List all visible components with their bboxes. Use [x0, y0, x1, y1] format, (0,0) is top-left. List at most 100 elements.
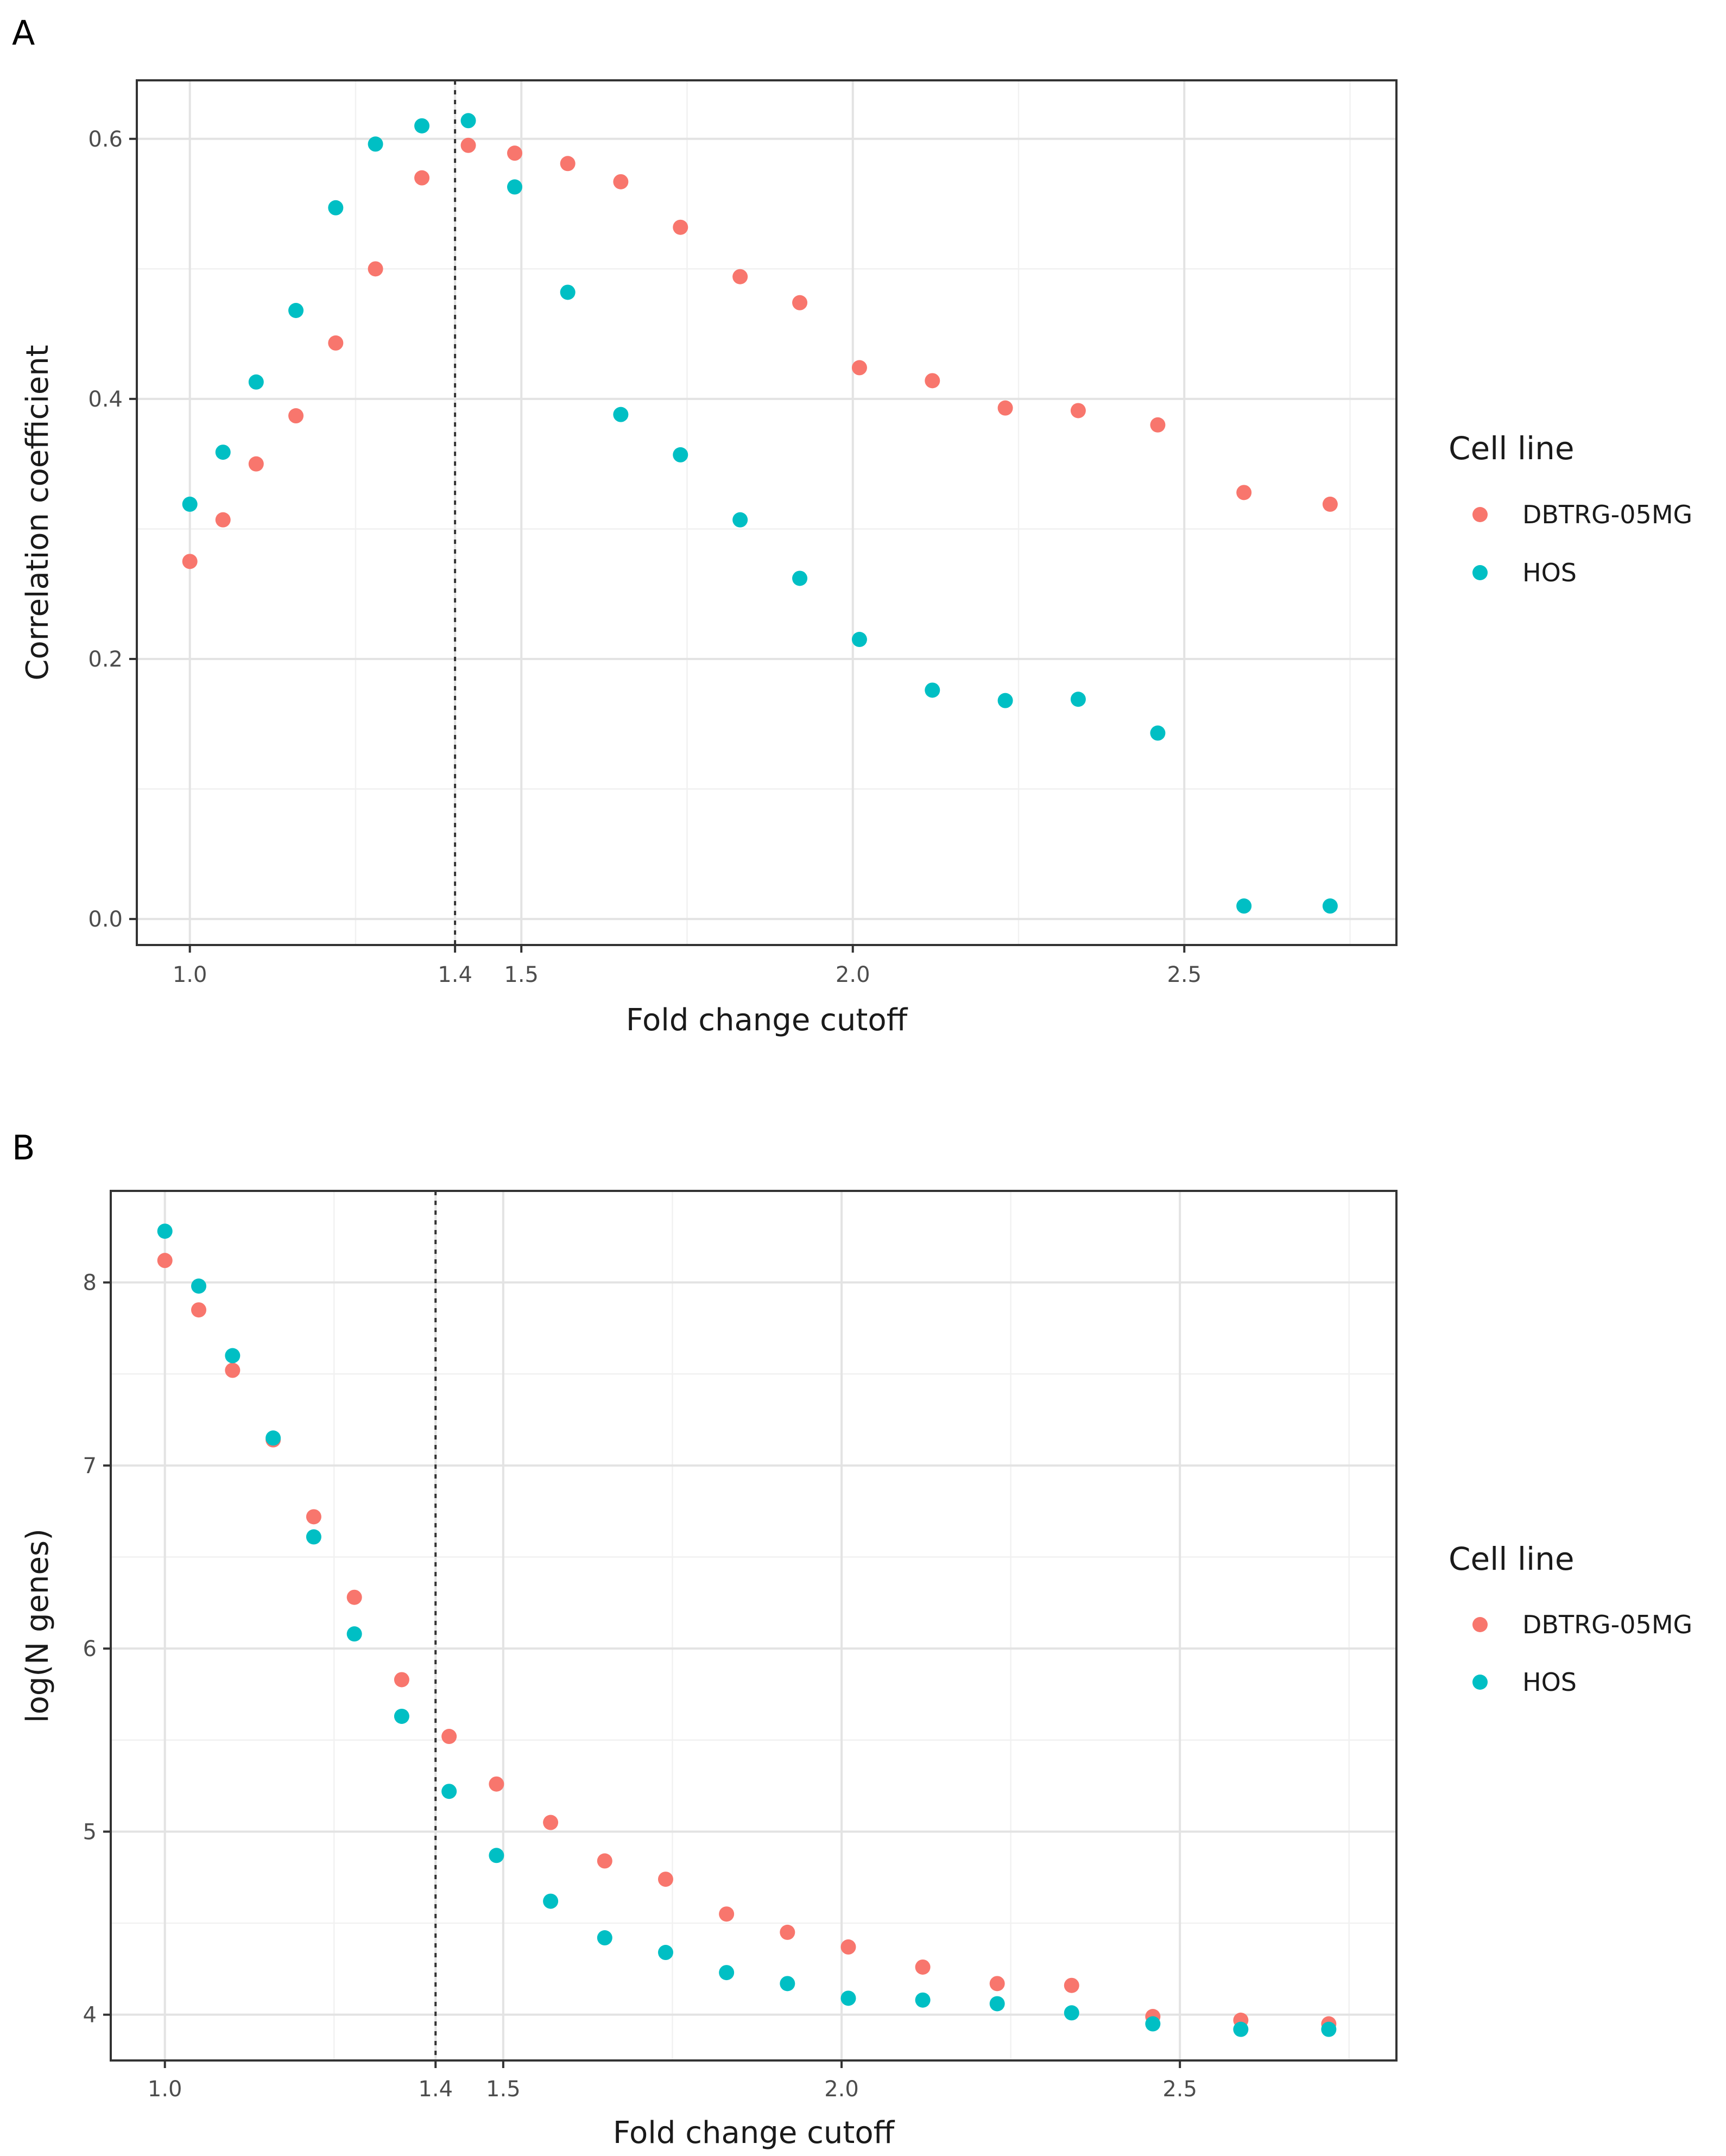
- point-dbtrg-05mg: [732, 269, 748, 284]
- point-hos: [597, 1930, 612, 1946]
- point-hos: [1145, 2016, 1161, 2032]
- y-axis-title: log(N genes): [20, 1529, 55, 1723]
- legend-title: Cell line: [1449, 430, 1575, 467]
- point-dbtrg-05mg: [489, 1776, 504, 1792]
- point-hos: [840, 1990, 856, 2006]
- point-hos: [915, 1992, 931, 2008]
- point-hos: [997, 693, 1013, 708]
- point-hos: [441, 1784, 457, 1799]
- point-hos: [346, 1626, 362, 1642]
- point-dbtrg-05mg: [673, 219, 688, 235]
- point-hos: [851, 632, 867, 648]
- point-dbtrg-05mg: [414, 170, 430, 186]
- legend-key: [1472, 565, 1488, 580]
- x-axis-title: Fold change cutoff: [626, 1003, 908, 1038]
- point-dbtrg-05mg: [346, 1589, 362, 1605]
- point-dbtrg-05mg: [915, 1959, 931, 1975]
- legend-key: [1472, 507, 1488, 522]
- x-axis-title: Fold change cutoff: [613, 2115, 895, 2151]
- point-hos: [657, 1945, 673, 1961]
- point-dbtrg-05mg: [925, 373, 940, 389]
- legend-label: DBTRG-05MG: [1522, 1610, 1692, 1639]
- point-hos: [191, 1278, 207, 1294]
- legend-key: [1472, 1617, 1488, 1632]
- point-hos: [182, 496, 198, 512]
- point-dbtrg-05mg: [657, 1872, 673, 1887]
- point-hos: [925, 682, 940, 698]
- point-hos: [215, 445, 231, 460]
- point-dbtrg-05mg: [989, 1976, 1005, 1992]
- point-hos: [157, 1223, 173, 1239]
- point-hos: [414, 118, 430, 134]
- point-hos: [265, 1430, 281, 1446]
- point-hos: [225, 1348, 241, 1364]
- y-tick-label: 8: [83, 1271, 97, 1296]
- y-tick-label: 0.2: [88, 647, 123, 672]
- point-dbtrg-05mg: [1322, 496, 1338, 512]
- legend: Cell line DBTRG-05MG HOS: [1449, 1540, 1692, 1697]
- x-tick-label: 2.5: [1162, 2077, 1197, 2102]
- y-tick-label: 5: [83, 1819, 97, 1844]
- panel-label: A: [12, 13, 35, 53]
- point-dbtrg-05mg: [215, 512, 231, 528]
- legend-label: HOS: [1522, 558, 1577, 587]
- point-hos: [306, 1529, 321, 1545]
- point-dbtrg-05mg: [780, 1924, 795, 1940]
- legend: Cell line DBTRG-05MG HOS: [1449, 430, 1692, 587]
- point-dbtrg-05mg: [851, 360, 867, 376]
- point-dbtrg-05mg: [368, 261, 383, 277]
- legend-label: DBTRG-05MG: [1522, 500, 1692, 529]
- point-hos: [1070, 692, 1086, 707]
- x-tick-label: 2.5: [1167, 962, 1202, 987]
- panel-a: A 1.0 1.4 1.5 2.0 2.5 0.0 0.2 0.4 0.6 Fold change …: [12, 13, 1692, 1038]
- point-dbtrg-05mg: [1150, 417, 1166, 433]
- point-hos: [613, 407, 629, 422]
- point-hos: [248, 374, 264, 390]
- panel-label: B: [12, 1128, 35, 1168]
- point-dbtrg-05mg: [507, 145, 522, 161]
- point-hos: [732, 512, 748, 528]
- point-dbtrg-05mg: [840, 1939, 856, 1955]
- point-hos: [368, 136, 383, 152]
- point-hos: [560, 284, 576, 300]
- x-tick-label: 1.5: [486, 2077, 521, 2102]
- legend-title: Cell line: [1449, 1540, 1575, 1577]
- point-dbtrg-05mg: [394, 1672, 409, 1688]
- x-tick-label: 1.4: [418, 2077, 453, 2102]
- y-tick-label: 6: [83, 1637, 97, 1662]
- point-dbtrg-05mg: [306, 1509, 321, 1525]
- point-hos: [1322, 898, 1338, 914]
- point-dbtrg-05mg: [182, 554, 198, 569]
- plot-border: [110, 1190, 1398, 2062]
- y-tick-label: 0.0: [88, 907, 123, 932]
- point-dbtrg-05mg: [1070, 403, 1086, 418]
- point-dbtrg-05mg: [328, 335, 344, 351]
- x-tick-label: 1.0: [173, 962, 207, 987]
- point-dbtrg-05mg: [225, 1362, 241, 1378]
- point-dbtrg-05mg: [441, 1729, 457, 1745]
- point-hos: [1064, 2005, 1079, 2021]
- point-hos: [288, 303, 304, 319]
- panel-b: B 1.0 1.4 1.5 2.0 2.5 4 5 6 7 8 Fold change cutoff l…: [12, 1128, 1692, 2151]
- x-tick-label: 1.5: [504, 962, 539, 987]
- point-hos: [460, 113, 476, 129]
- point-hos: [489, 1848, 504, 1863]
- point-dbtrg-05mg: [248, 456, 264, 472]
- point-dbtrg-05mg: [597, 1853, 612, 1869]
- point-dbtrg-05mg: [560, 156, 576, 172]
- y-axis-title: Correlation coefficient: [20, 345, 55, 681]
- point-hos: [792, 570, 808, 586]
- point-dbtrg-05mg: [288, 408, 304, 424]
- point-hos: [1236, 898, 1252, 914]
- plot-border: [136, 79, 1398, 946]
- y-tick-label: 4: [83, 2003, 97, 2028]
- y-tick-label: 0.4: [88, 387, 123, 412]
- point-hos: [328, 200, 344, 215]
- point-hos: [507, 179, 522, 195]
- point-hos: [1150, 725, 1166, 741]
- point-dbtrg-05mg: [543, 1815, 559, 1830]
- point-hos: [989, 1996, 1005, 2012]
- point-hos: [1321, 2021, 1337, 2037]
- x-tick-label: 2.0: [836, 962, 870, 987]
